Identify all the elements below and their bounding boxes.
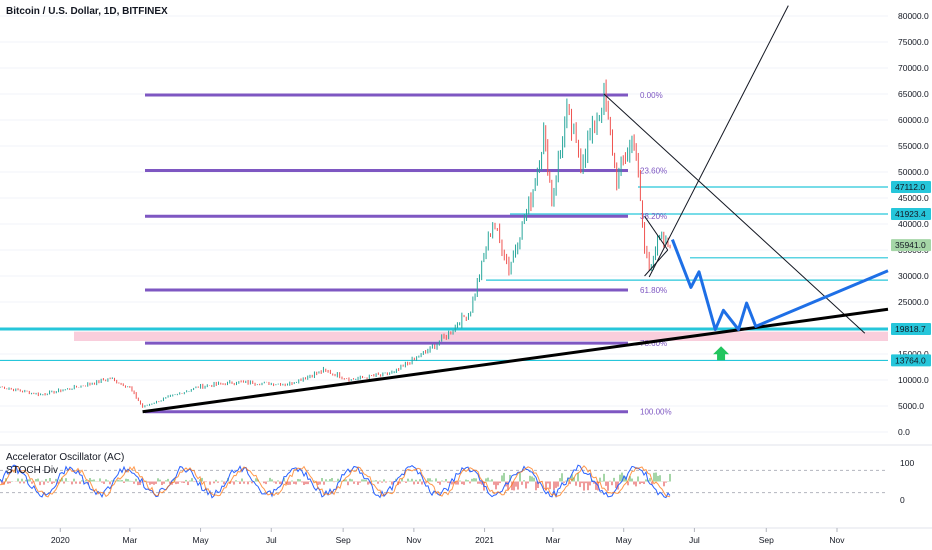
ac-indicator-label: Accelerator Oscillator (AC) [6,452,125,463]
x-tick-label: Jul [266,535,277,545]
support-zone [74,331,888,341]
price-series [0,79,671,408]
fib-level-label: 23.60% [640,166,667,175]
osc-tick-label: 0 [900,495,905,505]
up-arrow-icon [713,346,730,361]
wedge-upper-line [644,215,669,251]
x-tick-label: Nov [406,535,422,545]
y-tick-label: 60000.0 [898,115,929,125]
axes: 0.05000.010000.015000.020000.025000.0300… [51,11,929,545]
stoch-d-line [0,465,671,498]
grid [0,15,932,529]
x-tick-label: May [193,535,210,545]
x-tick-label: Nov [829,535,845,545]
price-tags: 47112.0 41923.4 35941.0 19818.7 13764.0 [891,181,931,367]
drawings[interactable] [142,5,889,414]
support-zone-layer [74,331,888,341]
x-tick-label: Sep [759,535,774,545]
price-tag-box [891,181,931,194]
wedge-lower-line [644,249,669,277]
price-tag-box [891,208,931,221]
price-tag-label: 19818.7 [895,324,926,334]
fib-level-label: 61.80% [640,286,667,295]
price-tag-box [891,322,931,335]
fib-level-label: 100.00% [640,408,672,417]
y-tick-label: 25000.0 [898,297,929,307]
y-tick-label: 80000.0 [898,11,929,21]
osc-tick-label: 100 [900,458,914,468]
fib-level-label: 0.00% [640,91,663,100]
y-tick-label: 15000.0 [898,349,929,359]
y-tick-label: 50000.0 [898,167,929,177]
y-tick-label: 10000.0 [898,375,929,385]
y-tick-label: 30000.0 [898,271,929,281]
y-tick-label: 0.0 [898,427,910,437]
price-tag-label: 47112.0 [895,182,925,192]
fib-level-label: 78.60% [640,339,667,348]
y-tick-label: 70000.0 [898,63,929,73]
x-tick-label: May [616,535,633,545]
price-tag-box [891,239,931,252]
y-tick-label: 65000.0 [898,89,929,99]
price-tag-label: 13764.0 [895,355,926,365]
chart-title: Bitcoin / U.S. Dollar, 1D, BITFINEX [6,6,168,17]
x-tick-label: 2020 [51,535,70,545]
y-tick-label: 75000.0 [898,37,929,47]
price-tag-box [891,354,931,367]
price-tag-label: 41923.4 [895,209,926,219]
falling-trendline [603,93,866,334]
x-tick-label: 2021 [475,535,494,545]
long-term-support-trendline [142,307,889,414]
y-tick-label: 45000.0 [898,193,929,203]
projected-price-path [671,239,889,332]
fib-retracement[interactable]: 0.00% 23.60% 38.20% 61.80% 78.60% 100.00% [145,91,672,417]
rising-trendline [648,5,789,278]
y-tick-label: 40000.0 [898,219,929,229]
fib-level-label: 38.20% [640,212,667,221]
x-tick-label: Jul [689,535,700,545]
price-tag-label: 35941.0 [895,240,926,250]
x-tick-label: Mar [123,535,138,545]
x-tick-label: Sep [336,535,351,545]
y-tick-label: 5000.0 [898,401,924,411]
y-tick-label: 55000.0 [898,141,929,151]
stoch-indicator-label: STOCH Div [6,465,59,476]
oscillator-pane [0,464,888,499]
x-tick-label: Mar [546,535,561,545]
